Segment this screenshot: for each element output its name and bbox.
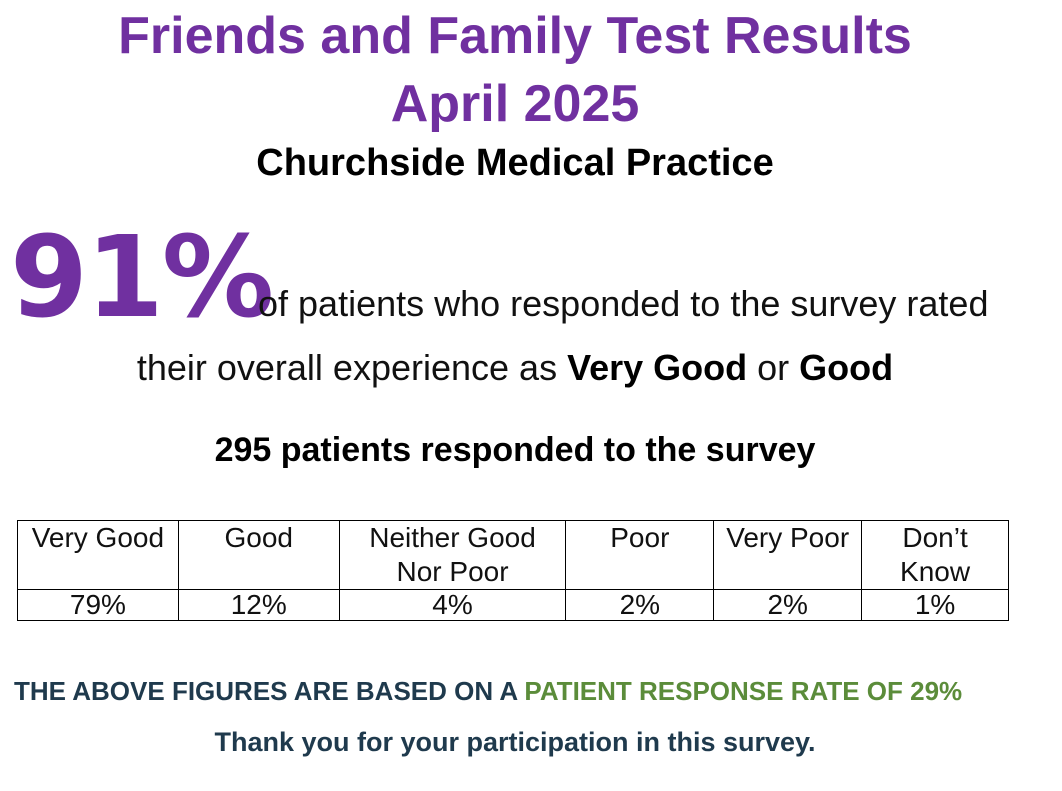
response-rate-highlight: PATIENT RESPONSE RATE OF 29% bbox=[524, 676, 963, 706]
response-rate-prefix: THE ABOVE FIGURES ARE BASED ON A bbox=[14, 676, 525, 706]
result-value: 2% bbox=[713, 589, 863, 621]
respondent-count: 295 patients responded to the survey bbox=[214, 431, 816, 469]
headline-line2-mid: or bbox=[747, 347, 800, 388]
result-value: 4% bbox=[338, 589, 567, 621]
column-header: Poor bbox=[565, 520, 715, 590]
period-title: April 2025 bbox=[390, 75, 640, 133]
result-value: 1% bbox=[861, 589, 1009, 621]
thank-you-note: Thank you for your participation in this… bbox=[214, 727, 816, 757]
result-value: 2% bbox=[565, 589, 715, 621]
headline-good: Good bbox=[799, 347, 894, 388]
results-value-row: 79% 12% 4% 2% 2% 1% bbox=[17, 589, 1009, 621]
headline-percent: 91% bbox=[10, 213, 274, 343]
headline-text-line2: their overall experience as Very Good or… bbox=[0, 346, 1030, 390]
column-header: Don’t Know bbox=[861, 520, 1009, 590]
headline-very-good: Very Good bbox=[567, 347, 748, 388]
column-header: Neither Good Nor Poor bbox=[338, 520, 567, 590]
results-header-row: Very Good Good Neither Good Nor Poor Poo… bbox=[17, 520, 1009, 590]
page-title: Friends and Family Test Results bbox=[118, 7, 912, 65]
result-value: 79% bbox=[17, 589, 179, 621]
headline-line2-prefix: their overall experience as bbox=[136, 347, 568, 388]
column-header: Good bbox=[177, 520, 340, 590]
column-header: Very Poor bbox=[713, 520, 863, 590]
headline-text-line1: of patients who responded to the survey … bbox=[258, 283, 989, 324]
practice-name: Churchside Medical Practice bbox=[256, 142, 774, 184]
response-rate-note: THE ABOVE FIGURES ARE BASED ON A PATIENT… bbox=[14, 674, 962, 708]
result-value: 12% bbox=[177, 589, 340, 621]
results-table: Very Good Good Neither Good Nor Poor Poo… bbox=[17, 520, 1009, 621]
column-header: Very Good bbox=[17, 520, 179, 590]
